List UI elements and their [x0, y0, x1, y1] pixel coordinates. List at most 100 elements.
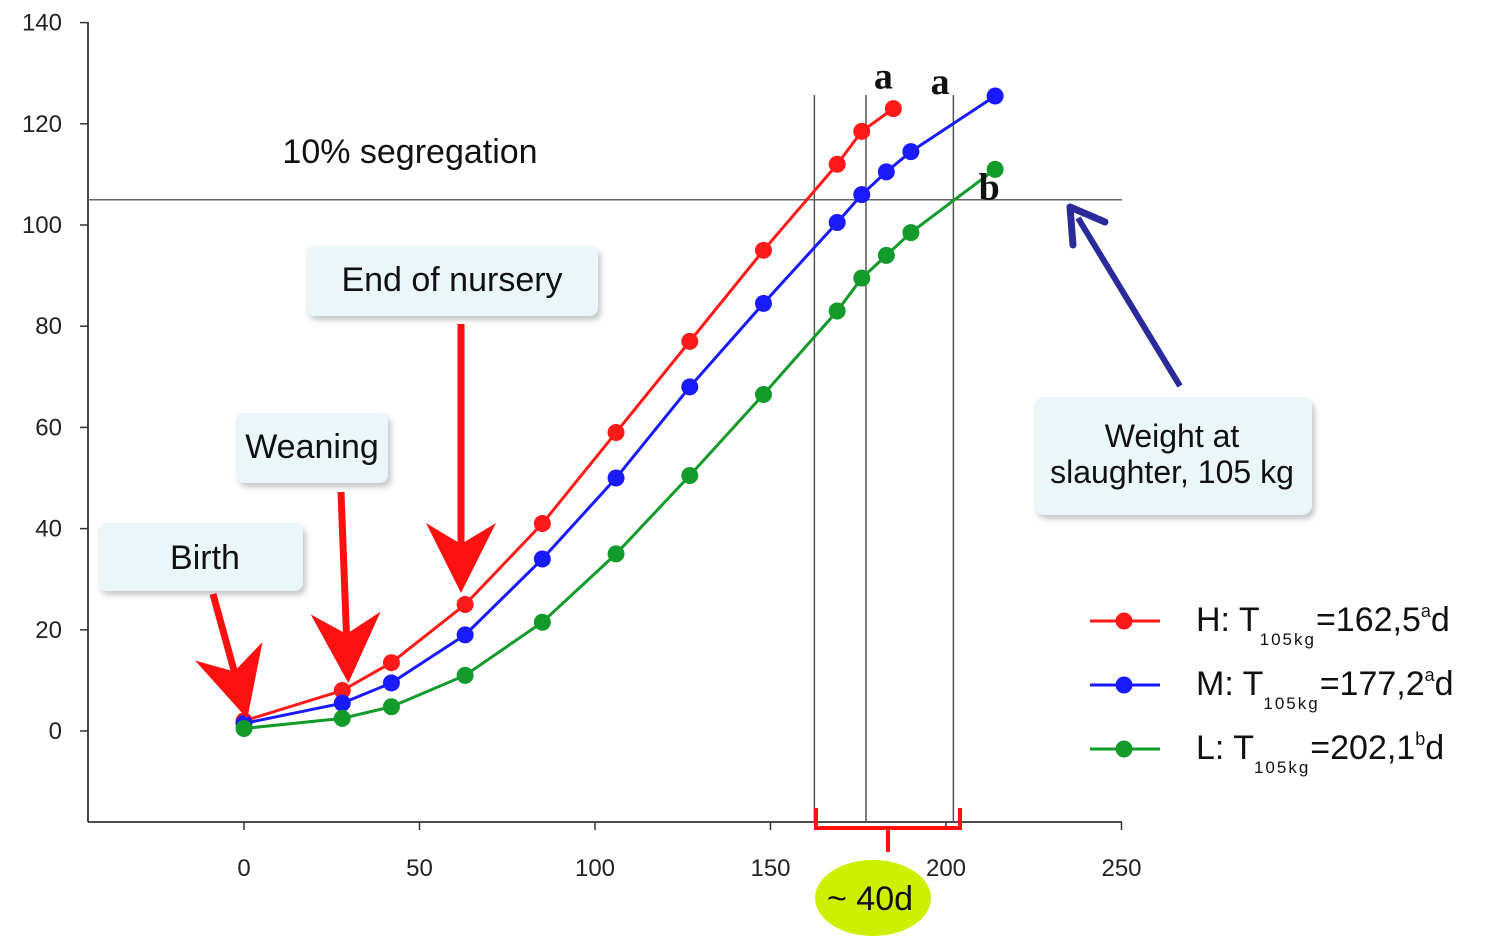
data-point-M: [877, 163, 895, 181]
data-point-M: [333, 694, 351, 712]
data-point-M: [902, 143, 920, 161]
data-point-M: [828, 213, 846, 231]
legend-item-M: M: T105kg=177,2ad: [1090, 665, 1454, 713]
weaning-callout: Weaning: [236, 413, 388, 683]
legend-prefix: L: T: [1196, 729, 1254, 767]
x-tick-label: 0: [237, 855, 250, 882]
y-tick-label: 0: [49, 718, 62, 745]
birth-arrow: [194, 593, 263, 719]
slaughter-callout: Weight at slaughter, 105 kg: [1034, 203, 1312, 515]
legend-subscript: 105kg: [1263, 694, 1319, 713]
x-tick-label: 50: [406, 855, 433, 882]
series-M: [235, 87, 1004, 732]
slaughter-callout-box: [1034, 397, 1312, 515]
y-tick-label: 40: [35, 516, 62, 543]
series-L: [235, 160, 1004, 737]
segregation-label: 10% segregation: [282, 133, 537, 171]
data-point-M: [986, 87, 1004, 105]
slaughter-arrow-shaft: [1075, 216, 1183, 388]
data-point-L: [533, 613, 551, 631]
significance-letter-H: a: [874, 56, 893, 98]
series-layer: [235, 87, 1004, 737]
birth-label: Birth: [170, 539, 240, 577]
slaughter-label-line1: Weight at: [1105, 418, 1240, 454]
data-point-H: [607, 423, 625, 441]
range-label: ~ 40d: [827, 880, 913, 918]
legend-label: L: T105kg=202,1bd: [1196, 729, 1444, 777]
slaughter-label-line2: slaughter, 105 kg: [1050, 454, 1294, 490]
slaughter-arrowhead: [1066, 203, 1109, 249]
legend-value: =202,1: [1310, 729, 1415, 767]
data-point-L: [902, 224, 920, 242]
y-tick-label: 20: [35, 617, 62, 644]
legend-value: =162,5: [1316, 601, 1421, 639]
data-point-M: [607, 469, 625, 487]
reference-lines: [88, 95, 1122, 822]
legend-unit: d: [1431, 601, 1450, 639]
data-point-H: [884, 100, 902, 118]
significance-labels: a a b: [874, 56, 1000, 209]
weaning-arrow: [310, 491, 381, 683]
range-bracket-path: [814, 808, 962, 852]
significance-letter-L: b: [979, 166, 1000, 208]
weaning-callout-box: [236, 413, 388, 483]
x-tick-label: 200: [926, 855, 966, 882]
legend-prefix: H: T: [1196, 601, 1260, 639]
data-point-H: [853, 122, 871, 140]
data-point-H: [333, 682, 351, 700]
data-point-L: [456, 666, 474, 684]
legend-prefix: M: T: [1196, 665, 1263, 703]
y-tick-label: 60: [35, 414, 62, 441]
legend-superscript: a: [1421, 601, 1432, 621]
birth-callout: Birth: [98, 523, 303, 719]
legend-unit: d: [1435, 665, 1454, 703]
legend-label: H: T105kg=162,5ad: [1196, 601, 1450, 649]
y-tick-label: 80: [35, 313, 62, 340]
data-point-L: [333, 709, 351, 727]
data-point-M: [754, 294, 772, 312]
y-tick-label: 140: [22, 10, 62, 37]
legend-superscript: b: [1415, 729, 1425, 749]
legend-swatch-marker: [1115, 676, 1133, 694]
range-badge: [815, 860, 931, 936]
data-point-H: [681, 332, 699, 350]
end-nursery-label: End of nursery: [341, 261, 562, 299]
legend-superscript: a: [1425, 665, 1436, 685]
legend-subscript: 105kg: [1254, 758, 1310, 777]
data-point-L: [853, 269, 871, 287]
data-point-L: [828, 302, 846, 320]
data-point-L: [382, 698, 400, 716]
data-point-H: [533, 515, 551, 533]
data-point-M: [456, 626, 474, 644]
x-tick-label: 100: [575, 855, 615, 882]
weaning-label: Weaning: [245, 428, 379, 466]
data-point-L: [754, 386, 772, 404]
legend-item-H: H: T105kg=162,5ad: [1090, 601, 1450, 649]
x-axis-ticks: 0 50 100 150 200 250: [237, 822, 1142, 882]
x-tick-label: 150: [750, 855, 790, 882]
data-point-L: [607, 545, 625, 563]
data-point-H: [456, 596, 474, 613]
data-point-L: [877, 246, 895, 264]
range-bracket: ~ 40d: [814, 808, 962, 936]
legend-swatch-marker: [1115, 612, 1133, 630]
legend-unit: d: [1425, 729, 1444, 767]
end-nursery-callout-box: [306, 246, 598, 316]
y-tick-label: 100: [22, 212, 62, 239]
legend-item-L: L: T105kg=202,1bd: [1090, 729, 1444, 777]
legend-label: M: T105kg=177,2ad: [1196, 665, 1454, 713]
data-point-H: [828, 155, 846, 173]
end-nursery-callout: End of nursery: [306, 246, 598, 593]
data-point-L: [235, 719, 253, 737]
birth-callout-box: [98, 523, 303, 591]
data-point-H: [382, 654, 400, 672]
data-point-L: [681, 466, 699, 484]
significance-letter-M: a: [931, 61, 950, 103]
data-point-M: [681, 378, 699, 396]
data-point-M: [382, 674, 400, 692]
x-tick-label: 250: [1101, 855, 1141, 882]
axes: [87, 22, 1122, 823]
legend-value: =177,2: [1320, 665, 1425, 703]
